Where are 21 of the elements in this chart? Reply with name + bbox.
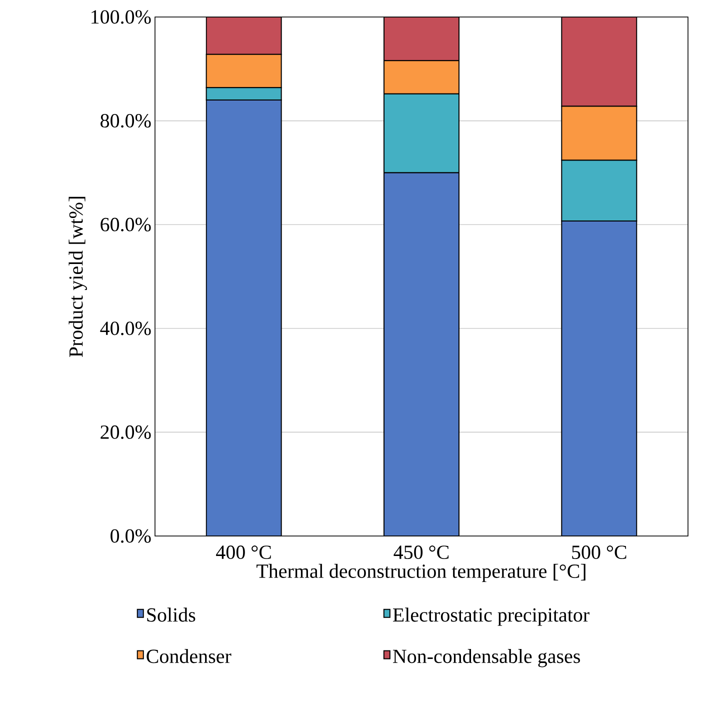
bar (383, 17, 460, 62)
bar (206, 17, 282, 55)
x-tick-label: 500 °C (572, 546, 626, 560)
legend-label: Non-condensable gases (392, 649, 580, 668)
legend-label: Condenser (146, 649, 232, 664)
y-tick-label: 0.0% (110, 529, 151, 543)
y-tick-label: 80.0% (100, 114, 151, 128)
bar (561, 17, 638, 107)
x-tick-label: 400 °C (216, 546, 271, 560)
y-axis-title: Product yield [wt%] (68, 196, 87, 358)
legend-label: Solids (147, 608, 196, 622)
bar (561, 220, 638, 536)
bar (383, 172, 460, 536)
bar (206, 100, 282, 536)
x-tick-label: 450 °C (394, 546, 449, 560)
y-tick-label: 60.0% (100, 218, 151, 232)
x-axis-title: Thermal deconstruction temperature [°C] (256, 564, 586, 582)
y-tick-label: 100.0% (92, 10, 151, 24)
y-tick-label: 40.0% (100, 322, 151, 336)
legend-label: Electrostatic precipitator (392, 608, 590, 626)
y-tick-label: 20.0% (100, 425, 151, 439)
